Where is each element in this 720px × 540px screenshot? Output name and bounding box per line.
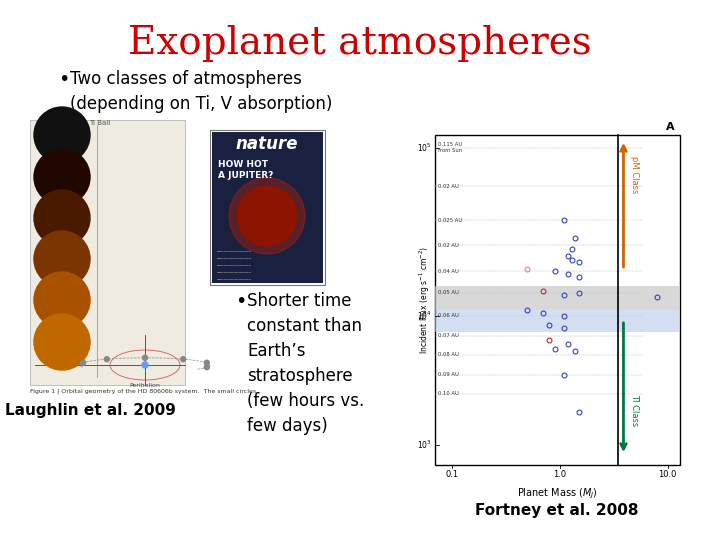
Text: Laughlin et al. 2009: Laughlin et al. 2009 bbox=[4, 403, 176, 418]
Circle shape bbox=[81, 360, 86, 365]
Circle shape bbox=[229, 178, 305, 254]
Bar bbox=[212, 132, 323, 283]
Text: ──────────────: ────────────── bbox=[216, 257, 251, 261]
Text: 0.02 AU: 0.02 AU bbox=[438, 243, 459, 248]
Circle shape bbox=[34, 314, 90, 370]
Text: 0.025 AU: 0.025 AU bbox=[438, 218, 462, 222]
Text: Fortney et al. 2008: Fortney et al. 2008 bbox=[475, 503, 639, 518]
Text: 0.10 AU: 0.10 AU bbox=[438, 391, 459, 396]
Circle shape bbox=[34, 231, 90, 287]
Text: ──────────────: ────────────── bbox=[216, 278, 251, 282]
Text: Perihelion: Perihelion bbox=[130, 383, 161, 388]
Text: HOW HOT
A JUPITER?: HOW HOT A JUPITER? bbox=[218, 160, 274, 180]
Circle shape bbox=[237, 186, 297, 246]
Circle shape bbox=[204, 364, 210, 370]
Circle shape bbox=[34, 314, 90, 370]
Text: Shorter time
constant than
Earth’s
stratosphere
(few hours vs.
few days): Shorter time constant than Earth’s strat… bbox=[247, 292, 364, 435]
Text: 0.05 AU: 0.05 AU bbox=[438, 291, 459, 295]
Circle shape bbox=[34, 107, 90, 163]
Text: 0.07 AU: 0.07 AU bbox=[438, 333, 459, 338]
Text: Two classes of atmospheres
(depending on Ti, V absorption): Two classes of atmospheres (depending on… bbox=[70, 70, 333, 113]
Text: Figure 1 | Orbital geometry of the HD 80606b system.  The small circles: Figure 1 | Orbital geometry of the HD 80… bbox=[30, 388, 256, 394]
Circle shape bbox=[143, 355, 148, 360]
Circle shape bbox=[104, 357, 109, 362]
Text: 0.04 AU: 0.04 AU bbox=[438, 269, 459, 274]
Text: Planet Mass ($M_J$): Planet Mass ($M_J$) bbox=[517, 487, 598, 502]
Text: 0.115 AU
from Sun: 0.115 AU from Sun bbox=[438, 143, 462, 153]
Text: 0.08 AU: 0.08 AU bbox=[438, 352, 459, 357]
Text: A: A bbox=[667, 122, 675, 132]
Text: Incident Flux (erg s$^{-1}$ cm$^{-2}$): Incident Flux (erg s$^{-1}$ cm$^{-2}$) bbox=[418, 246, 432, 354]
Circle shape bbox=[204, 360, 210, 365]
Text: •: • bbox=[235, 292, 246, 311]
Circle shape bbox=[34, 272, 90, 328]
Text: ──────────────: ────────────── bbox=[216, 264, 251, 268]
Text: pM Class: pM Class bbox=[630, 156, 639, 194]
Text: nature: nature bbox=[235, 135, 298, 153]
Text: 10$^4$: 10$^4$ bbox=[417, 309, 432, 322]
Text: 0.1: 0.1 bbox=[445, 470, 459, 479]
Bar bbox=[435, 286, 680, 310]
Bar bbox=[435, 310, 680, 332]
Text: ──────────────: ────────────── bbox=[216, 271, 251, 275]
Bar bbox=[30, 120, 185, 385]
Text: 1.0: 1.0 bbox=[553, 470, 566, 479]
Circle shape bbox=[34, 149, 90, 205]
Bar bbox=[210, 130, 325, 285]
Text: Ti Ball: Ti Ball bbox=[89, 120, 111, 126]
Text: ──────────────: ────────────── bbox=[216, 250, 251, 254]
Text: •: • bbox=[58, 70, 69, 89]
Text: 10$^5$: 10$^5$ bbox=[418, 141, 432, 154]
Text: 10$^3$: 10$^3$ bbox=[417, 439, 432, 451]
Text: 0.02 AU: 0.02 AU bbox=[438, 184, 459, 189]
Circle shape bbox=[34, 190, 90, 246]
Circle shape bbox=[181, 357, 186, 362]
Text: 0.06 AU: 0.06 AU bbox=[438, 313, 459, 318]
Circle shape bbox=[34, 272, 90, 328]
Text: 0.09 AU: 0.09 AU bbox=[438, 372, 459, 377]
Circle shape bbox=[34, 231, 90, 287]
Text: Exoplanet atmospheres: Exoplanet atmospheres bbox=[128, 25, 592, 62]
Bar bbox=[435, 135, 680, 465]
Text: 10.0: 10.0 bbox=[659, 470, 677, 479]
Circle shape bbox=[142, 362, 148, 368]
Text: TI Class: TI Class bbox=[630, 394, 639, 426]
